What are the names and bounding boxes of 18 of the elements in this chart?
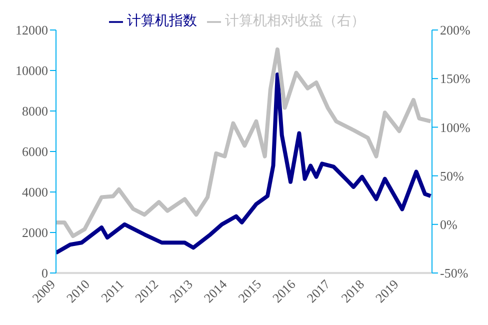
y-tick-label: 6000 — [22, 144, 48, 160]
y2-tick-label: 100% — [440, 120, 470, 135]
x-tick-label: 2011 — [98, 276, 127, 306]
y-tick-label: 12000 — [16, 22, 48, 38]
y-tick-label: 8000 — [22, 104, 48, 119]
y-tick-label: 4000 — [22, 184, 48, 200]
line-series — [56, 47, 432, 238]
y2-tick-label: -50% — [440, 266, 468, 281]
y2-tick-label: 50% — [440, 168, 464, 184]
y2-tick-label: 0% — [440, 217, 458, 232]
line-series — [56, 72, 432, 255]
y2-tick-label: 200% — [440, 22, 470, 38]
y-tick-label: 10000 — [16, 63, 48, 78]
legend-label: 计算机指数 — [127, 14, 197, 29]
y-tick-label: 0 — [42, 266, 48, 281]
legend-label: 计算机相对收益（右） — [225, 14, 365, 29]
y2-tick-label: 150% — [440, 71, 470, 86]
y-tick-label: 2000 — [22, 225, 48, 240]
